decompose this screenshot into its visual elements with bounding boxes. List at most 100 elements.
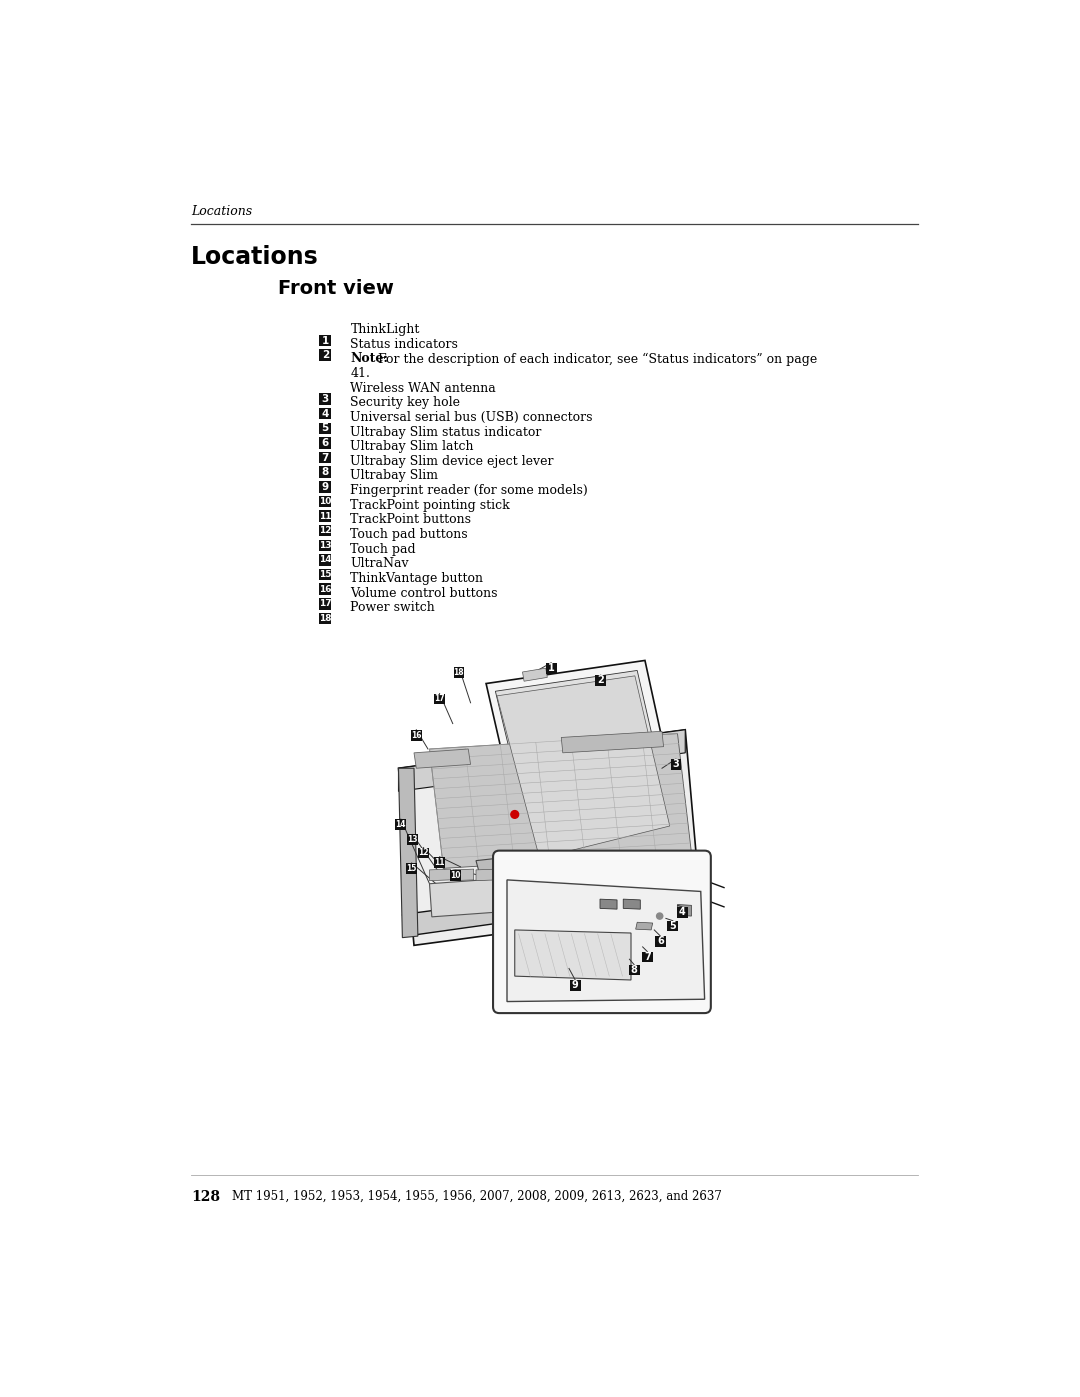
Text: 15: 15 bbox=[406, 863, 417, 873]
Polygon shape bbox=[399, 729, 701, 946]
Text: 7: 7 bbox=[322, 453, 329, 462]
Bar bbox=[410, 729, 422, 740]
Bar bbox=[320, 437, 332, 448]
Text: Ultrabay Slim device eject lever: Ultrabay Slim device eject lever bbox=[350, 455, 554, 468]
Text: Front view: Front view bbox=[279, 279, 394, 299]
Polygon shape bbox=[636, 922, 652, 930]
Polygon shape bbox=[476, 854, 552, 884]
Bar bbox=[642, 951, 652, 963]
Bar bbox=[320, 422, 332, 434]
FancyBboxPatch shape bbox=[494, 851, 711, 1013]
Bar bbox=[434, 856, 445, 868]
Polygon shape bbox=[515, 930, 631, 979]
Text: 12: 12 bbox=[319, 527, 332, 535]
Polygon shape bbox=[677, 904, 691, 916]
Text: 1: 1 bbox=[548, 664, 554, 673]
Text: Locations: Locations bbox=[191, 204, 252, 218]
Text: Touch pad buttons: Touch pad buttons bbox=[350, 528, 468, 541]
Text: Universal serial bus (USB) connectors: Universal serial bus (USB) connectors bbox=[350, 411, 593, 423]
Text: 13: 13 bbox=[319, 541, 332, 550]
Text: 9: 9 bbox=[322, 482, 328, 492]
Text: Status indicators: Status indicators bbox=[350, 338, 458, 351]
Polygon shape bbox=[430, 877, 517, 916]
Bar bbox=[320, 525, 332, 536]
Text: 7: 7 bbox=[644, 951, 650, 963]
Text: MT 1951, 1952, 1953, 1954, 1955, 1956, 2007, 2008, 2009, 2613, 2623, and 2637: MT 1951, 1952, 1953, 1954, 1955, 1956, 2… bbox=[232, 1190, 721, 1203]
Text: 128: 128 bbox=[191, 1190, 220, 1204]
Bar bbox=[320, 613, 332, 624]
Polygon shape bbox=[507, 880, 704, 1002]
Bar bbox=[545, 662, 556, 673]
Text: 13: 13 bbox=[407, 835, 418, 844]
Text: UltraNav: UltraNav bbox=[350, 557, 409, 570]
Polygon shape bbox=[399, 768, 418, 937]
Text: Note:: Note: bbox=[350, 352, 389, 366]
Polygon shape bbox=[497, 676, 670, 858]
Text: Locations: Locations bbox=[191, 244, 319, 268]
Bar bbox=[320, 408, 332, 419]
Polygon shape bbox=[623, 900, 640, 909]
Bar bbox=[320, 539, 332, 550]
Bar bbox=[434, 693, 445, 704]
Text: 15: 15 bbox=[319, 570, 332, 580]
Text: 1: 1 bbox=[322, 335, 329, 345]
Bar bbox=[320, 598, 332, 609]
Bar bbox=[656, 936, 666, 947]
Text: 18: 18 bbox=[454, 668, 464, 678]
Bar bbox=[320, 569, 332, 580]
Text: TrackPoint buttons: TrackPoint buttons bbox=[350, 513, 472, 527]
Bar bbox=[320, 393, 332, 405]
Bar bbox=[671, 759, 681, 770]
Bar bbox=[595, 675, 606, 686]
Text: 14: 14 bbox=[395, 820, 406, 828]
Polygon shape bbox=[403, 876, 697, 936]
Text: Touch pad: Touch pad bbox=[350, 542, 416, 556]
Circle shape bbox=[657, 914, 663, 919]
Text: Power switch: Power switch bbox=[350, 601, 435, 615]
Text: 8: 8 bbox=[631, 965, 637, 975]
Text: 5: 5 bbox=[670, 921, 676, 930]
Bar bbox=[395, 819, 406, 830]
Text: 17: 17 bbox=[319, 599, 332, 608]
Bar bbox=[677, 907, 688, 918]
Bar bbox=[320, 349, 332, 360]
Polygon shape bbox=[399, 729, 685, 791]
Polygon shape bbox=[430, 733, 691, 869]
Bar bbox=[320, 496, 332, 507]
Text: Ultrabay Slim latch: Ultrabay Slim latch bbox=[350, 440, 474, 453]
Text: 6: 6 bbox=[657, 936, 664, 947]
Text: TrackPoint pointing stick: TrackPoint pointing stick bbox=[350, 499, 510, 511]
Text: 9: 9 bbox=[571, 981, 579, 990]
Bar bbox=[406, 863, 417, 873]
Polygon shape bbox=[523, 668, 548, 682]
Text: Security key hole: Security key hole bbox=[350, 397, 460, 409]
Bar bbox=[320, 335, 332, 346]
Polygon shape bbox=[496, 671, 675, 866]
Polygon shape bbox=[430, 869, 450, 880]
Text: 17: 17 bbox=[434, 694, 445, 704]
Polygon shape bbox=[562, 731, 663, 753]
Text: 4: 4 bbox=[678, 907, 686, 918]
Text: ThinkVantage button: ThinkVantage button bbox=[350, 571, 484, 585]
Text: 2: 2 bbox=[322, 351, 329, 360]
Bar bbox=[320, 467, 332, 478]
Text: 4: 4 bbox=[322, 409, 329, 419]
Text: 10: 10 bbox=[450, 870, 460, 880]
Bar bbox=[570, 979, 581, 990]
Polygon shape bbox=[486, 661, 685, 876]
Bar bbox=[320, 584, 332, 595]
Text: Wireless WAN antenna: Wireless WAN antenna bbox=[350, 381, 496, 395]
Text: 18: 18 bbox=[319, 613, 332, 623]
Text: 11: 11 bbox=[319, 511, 332, 521]
Polygon shape bbox=[414, 749, 471, 768]
Text: Volume control buttons: Volume control buttons bbox=[350, 587, 498, 599]
Text: Fingerprint reader (for some models): Fingerprint reader (for some models) bbox=[350, 485, 589, 497]
Bar bbox=[320, 481, 332, 493]
Bar bbox=[407, 834, 418, 845]
Text: 10: 10 bbox=[319, 497, 332, 506]
Text: 11: 11 bbox=[434, 858, 445, 866]
Text: 3: 3 bbox=[673, 760, 679, 770]
Polygon shape bbox=[476, 869, 497, 880]
Text: 16: 16 bbox=[411, 731, 421, 739]
Bar bbox=[418, 848, 429, 858]
